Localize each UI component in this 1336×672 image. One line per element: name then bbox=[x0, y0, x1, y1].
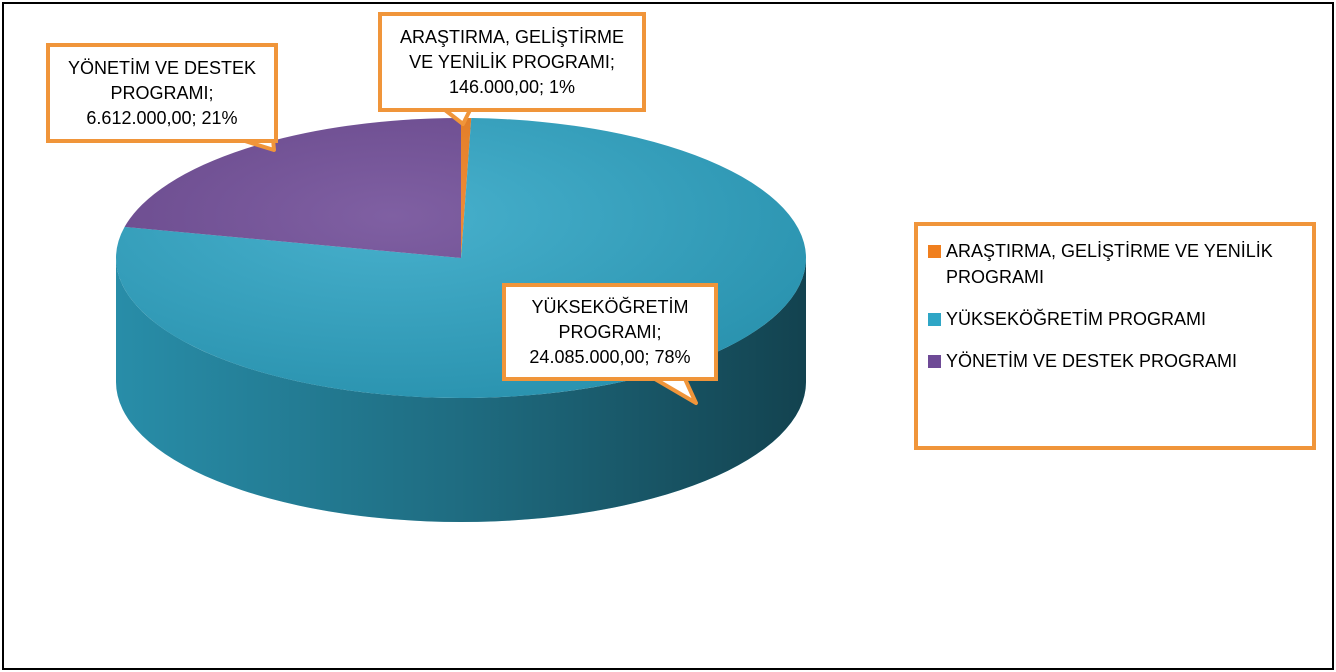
legend-item: YÜKSEKÖĞRETİM PROGRAMI bbox=[928, 306, 1302, 332]
legend-swatch bbox=[928, 355, 941, 368]
data-label: ARAŞTIRMA, GELİŞTİRME VE YENİLİK PROGRAM… bbox=[378, 12, 646, 112]
legend-label: ARAŞTIRMA, GELİŞTİRME VE YENİLİK PROGRAM… bbox=[946, 241, 1273, 287]
slice-side-shade bbox=[116, 258, 806, 522]
data-label: YÖNETİM VE DESTEK PROGRAMI; 6.612.000,00… bbox=[46, 43, 278, 143]
data-label: YÜKSEKÖĞRETİM PROGRAMI; 24.085.000,00; 7… bbox=[502, 283, 718, 381]
legend-label: YÜKSEKÖĞRETİM PROGRAMI bbox=[946, 309, 1207, 329]
legend-item: ARAŞTIRMA, GELİŞTİRME VE YENİLİK PROGRAM… bbox=[928, 238, 1302, 290]
legend-label: YÖNETİM VE DESTEK PROGRAMI bbox=[946, 351, 1238, 371]
legend-item: YÖNETİM VE DESTEK PROGRAMI bbox=[928, 348, 1302, 374]
legend-swatch bbox=[928, 245, 941, 258]
legend: ARAŞTIRMA, GELİŞTİRME VE YENİLİK PROGRAM… bbox=[914, 222, 1316, 450]
legend-swatch bbox=[928, 313, 941, 326]
